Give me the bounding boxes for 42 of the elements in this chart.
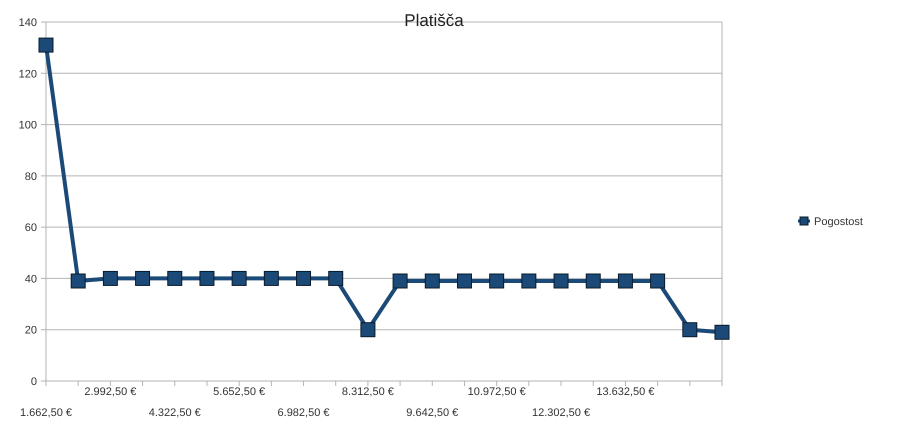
point xyxy=(392,273,408,288)
x-tick-label: 10.972,50 € xyxy=(468,386,526,398)
point xyxy=(456,273,472,288)
x-tick-label: 2.992,50 € xyxy=(84,386,136,398)
x-tick-label: 8.312,50 € xyxy=(342,386,394,398)
y-tick-label: 0 xyxy=(30,376,37,388)
y-tick-label: 80 xyxy=(24,170,37,183)
y-tick-label: 120 xyxy=(18,68,37,80)
x-tick-label: 6.982,50 € xyxy=(278,407,330,419)
point xyxy=(135,270,150,286)
point xyxy=(618,273,633,288)
point xyxy=(424,273,440,288)
point xyxy=(296,270,312,286)
x-tick-label: 9.642,50 € xyxy=(406,407,458,419)
point xyxy=(38,38,54,53)
point xyxy=(682,322,698,338)
x-tick-label: 13.632,50 € xyxy=(596,386,654,398)
legend-label: Pogostost xyxy=(814,216,863,228)
point xyxy=(360,322,376,338)
point xyxy=(199,270,214,286)
point xyxy=(102,270,118,286)
y-tick-label: 100 xyxy=(18,120,37,132)
y-tick-label: 60 xyxy=(24,222,37,234)
point xyxy=(328,270,344,286)
y-tick-label: 20 xyxy=(24,324,37,337)
point xyxy=(650,273,666,288)
x-tick-label: 4.322,50 € xyxy=(148,407,201,419)
point xyxy=(264,270,279,286)
point xyxy=(521,273,536,288)
point xyxy=(70,273,86,288)
chart-title: Platišča xyxy=(404,11,464,30)
point xyxy=(586,273,601,288)
y-tick-label: 140 xyxy=(18,17,37,29)
x-tick-label: 1.662,50 € xyxy=(20,407,72,419)
point xyxy=(167,270,182,286)
point xyxy=(554,273,569,288)
y-tick-label: 40 xyxy=(24,273,37,286)
x-tick-label: 5.652,50 € xyxy=(213,386,266,398)
point xyxy=(714,324,730,340)
point xyxy=(232,270,247,286)
point xyxy=(489,273,504,288)
x-tick-label: 12.302,50 € xyxy=(532,407,590,419)
